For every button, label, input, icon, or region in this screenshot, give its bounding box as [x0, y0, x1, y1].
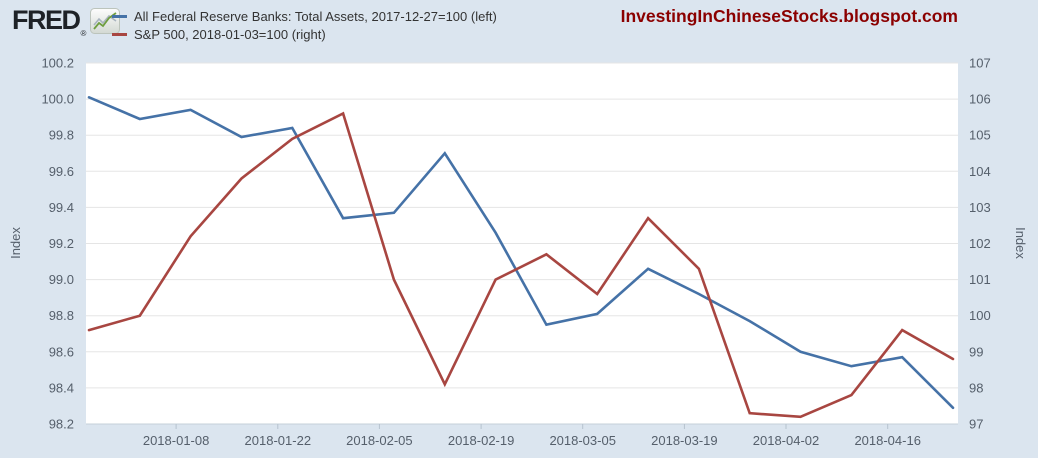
x-axis-tick-label: 2018-03-05 [549, 433, 616, 448]
y-axis-tick-label-right: 101 [969, 272, 991, 287]
x-axis-tick-label: 2018-02-05 [346, 433, 413, 448]
fed-assets-legend-swatch [112, 14, 127, 18]
legend-item-sp500: S&P 500, 2018-01-03=100 (right) [112, 25, 497, 43]
y-axis-tick-label-right: 98 [969, 380, 983, 395]
chart-legend: All Federal Reserve Banks: Total Assets,… [112, 7, 497, 43]
y-axis-tick-label-left: 98.4 [49, 380, 74, 395]
y-axis-tick-label-left: 98.6 [49, 344, 74, 359]
y-axis-tick-label-left: 98.2 [49, 417, 74, 432]
y-axis-tick-label-left: 99.4 [49, 200, 74, 215]
left-axis-title: Index [8, 227, 23, 259]
registered-trademark-icon: ® [80, 29, 87, 38]
sp500-line [87, 111, 955, 419]
x-axis-tick-label: 2018-01-22 [245, 433, 312, 448]
watermark: InvestingInChineseStocks.blogspot.com [620, 6, 958, 26]
y-axis-tick-label-right: 97 [969, 417, 983, 432]
legend-item-fed-assets: All Federal Reserve Banks: Total Assets,… [112, 7, 497, 25]
x-axis-tick-label: 2018-01-08 [143, 433, 210, 448]
y-axis-tick-label-right: 107 [969, 56, 991, 71]
y-axis-tick-label-right: 99 [969, 344, 983, 359]
y-axis-tick-label-right: 104 [969, 164, 991, 179]
x-axis-tick-label: 2018-03-19 [651, 433, 718, 448]
y-axis-tick-label-left: 100.2 [41, 56, 74, 71]
sp500-legend-swatch [112, 32, 127, 36]
y-axis-tick-label-left: 99.8 [49, 128, 74, 143]
fed-assets-legend-label: All Federal Reserve Banks: Total Assets,… [134, 8, 497, 24]
fed-assets-line [87, 96, 955, 410]
x-axis-tick-label: 2018-04-02 [753, 433, 820, 448]
x-axis-tick-label: 2018-02-19 [448, 433, 515, 448]
y-axis-tick-label-right: 105 [969, 128, 991, 143]
right-axis-title: Index [1013, 227, 1028, 259]
y-axis-tick-label-left: 99.6 [49, 164, 74, 179]
y-axis-tick-label-left: 99.0 [49, 272, 74, 287]
y-axis-tick-label-left: 100.0 [41, 92, 74, 107]
x-axis-tick-label: 2018-04-16 [854, 433, 921, 448]
y-axis-tick-label-left: 99.2 [49, 236, 74, 251]
sp500-legend-label: S&P 500, 2018-01-03=100 (right) [134, 26, 326, 42]
y-axis-tick-label-left: 98.8 [49, 308, 74, 323]
y-axis-tick-label-right: 103 [969, 200, 991, 215]
y-axis-tick-label-right: 102 [969, 236, 991, 251]
fred-logo-text: FRED [12, 5, 81, 35]
y-axis-tick-label-right: 106 [969, 92, 991, 107]
fred-logo: FRED ® [12, 5, 121, 39]
y-axis-tick-label-right: 100 [969, 308, 991, 323]
